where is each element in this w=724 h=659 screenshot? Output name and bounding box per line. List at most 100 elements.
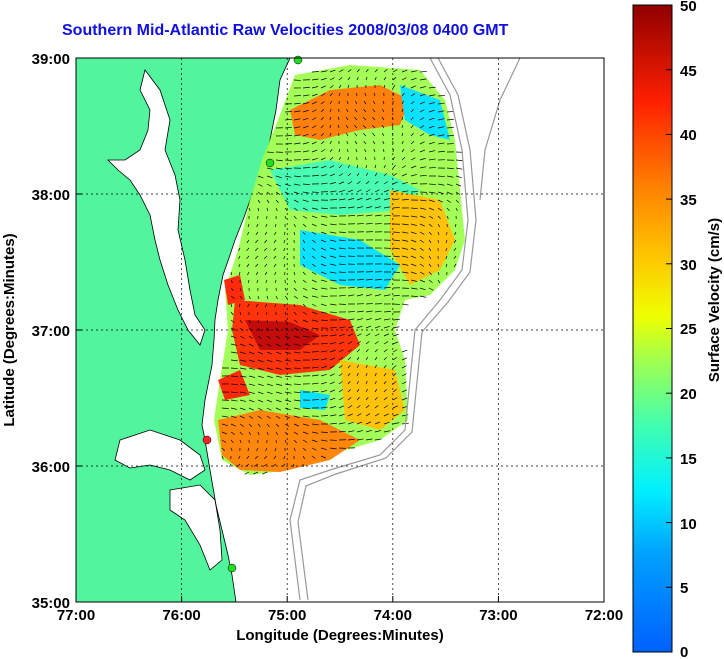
velocity-vector [419,166,427,169]
velocity-vector [338,303,346,305]
velocity-vector [410,141,415,145]
velocity-vector [365,318,373,321]
velocity-vector [372,100,376,105]
velocity-vector [338,422,346,425]
velocity-vector [239,415,245,419]
velocity-vector [383,189,390,193]
velocity-vector [275,431,279,436]
velocity-vector [455,175,462,179]
velocity-vector [320,124,324,129]
velocity-vector [374,164,377,169]
colorbar [632,4,673,653]
velocity-vector [239,335,245,339]
velocity-vector [311,390,319,393]
velocity-vector [302,271,306,276]
velocity-vector [381,116,385,121]
velocity-vector [266,367,273,371]
velocity-vector [365,380,368,385]
velocity-vector [246,239,250,244]
velocity-vector [354,124,358,129]
colorbar-tick-label: 5 [680,580,688,597]
velocity-vector [311,215,318,219]
map-title: Southern Mid-Atlantic Raw Velocities 200… [62,22,509,39]
velocity-vector [248,335,253,339]
velocity-vector [320,455,327,459]
velocity-vector [302,255,306,260]
colorbar-tick-marks [666,4,672,653]
velocity-vector [320,390,328,393]
velocity-vector [311,366,319,369]
velocity-vector [347,405,353,409]
velocity-vector [446,215,449,220]
velocity-vector [401,173,408,177]
velocity-vector [266,383,273,387]
velocity-vector [419,295,427,298]
velocity-vector [446,118,454,121]
velocity-vector [392,231,400,233]
velocity-vector [401,157,406,161]
velocity-vector [329,148,333,153]
velocity-vector [254,255,259,259]
velocity-vector [419,141,425,145]
velocity-vector [266,343,272,347]
velocity-vector [356,318,364,321]
velocity-vector [266,295,269,300]
velocity-vector [320,373,327,377]
velocity-vector [455,191,461,195]
velocity-vector [239,271,241,276]
velocity-vector [293,415,300,419]
velocity-vector [401,181,408,185]
velocity-vector [374,76,377,81]
velocity-vector [320,255,327,259]
velocity-vector [311,109,317,113]
velocity-vector [437,271,440,276]
velocity-vector [255,303,259,308]
velocity-vector [356,405,361,409]
velocity-vector [356,223,364,225]
velocity-vector [320,263,327,267]
velocity-vector [446,126,454,129]
velocity-vector [419,255,424,259]
velocity-vector [383,421,390,425]
y-tick-label: 37:00 [32,323,70,340]
velocity-vector [302,102,310,105]
velocity-vector [347,438,355,441]
velocity-vector [437,279,441,284]
velocity-vector [428,94,436,97]
colorbar-tick-label: 15 [680,451,697,468]
velocity-vector [382,100,385,105]
velocity-vector [383,76,387,81]
velocity-vector [311,447,317,451]
velocity-vector [255,263,259,268]
velocity-vector [428,117,435,121]
velocity-vector [284,231,286,236]
velocity-vector [275,391,282,394]
velocity-vector [284,183,291,187]
velocity-vector [419,287,426,291]
velocity-vector [392,148,394,153]
velocity-vector [302,231,306,236]
velocity-vector [329,77,335,81]
velocity-vector [257,415,262,419]
velocity-vector [401,190,409,193]
velocity-vector [383,364,387,369]
velocity-vector [453,247,457,252]
velocity-vector [266,183,272,187]
velocity-vector [365,206,373,209]
velocity-vector [392,271,400,273]
velocity-vector [266,319,269,324]
velocity-vector [311,86,319,89]
velocity-vector [356,164,359,169]
velocity-vector [383,311,391,313]
velocity-vector [302,319,309,323]
velocity-vector [419,239,425,243]
velocity-vector [320,77,327,81]
velocity-vector [293,319,298,323]
velocity-vector [356,341,361,345]
velocity-vector [302,109,309,113]
station-marker [293,55,303,65]
velocity-vector [247,231,250,236]
velocity-vector [264,231,268,236]
velocity-vector [275,207,278,212]
colorbar-tick-label: 30 [680,257,697,274]
